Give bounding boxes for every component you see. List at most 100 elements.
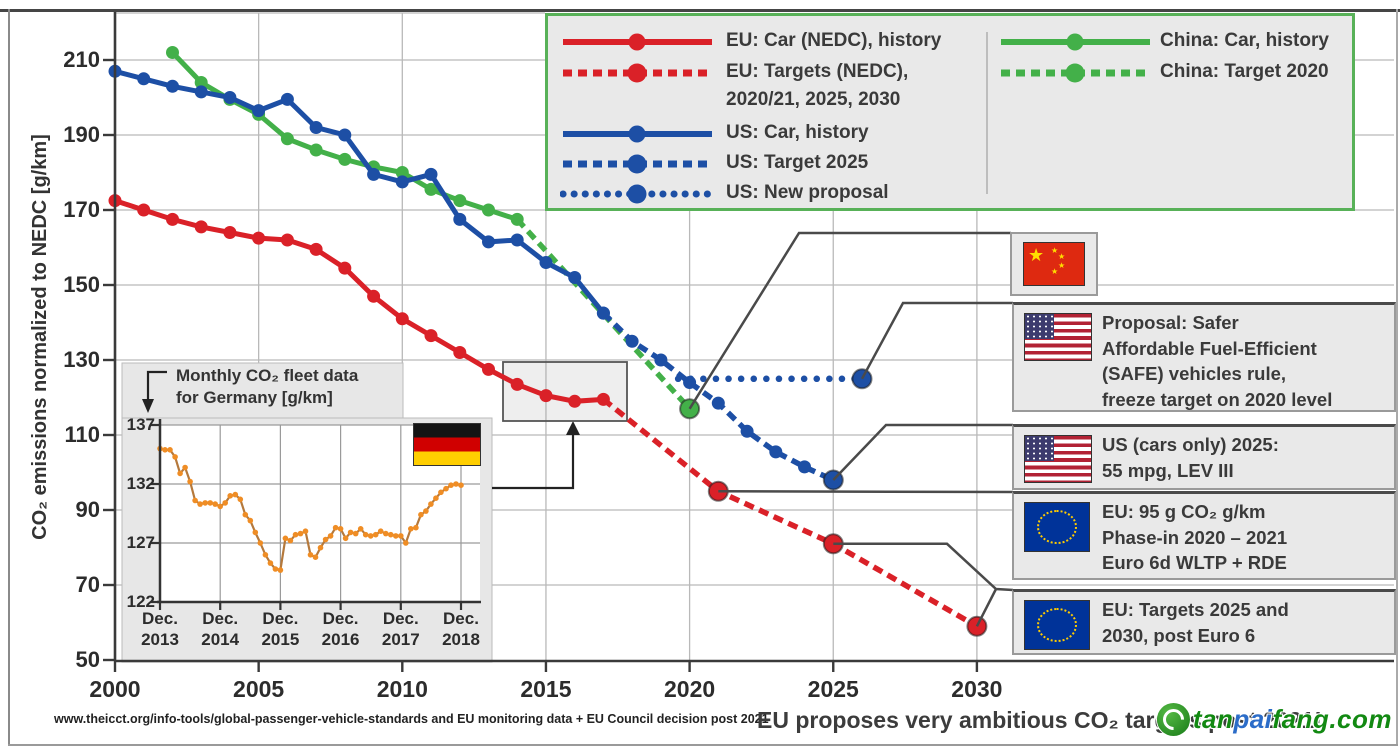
y-tick-label: 150 bbox=[63, 272, 100, 297]
y-tick-label: 170 bbox=[63, 197, 100, 222]
annotation-text: Proposal: Safer Affordable Fuel-Efficient… bbox=[1102, 312, 1333, 410]
x-tick-label: 2030 bbox=[951, 676, 1003, 702]
legend-swatch-red-dashed bbox=[563, 63, 712, 83]
legend-swatch-green-solid bbox=[1001, 33, 1150, 51]
inset-y-tick-label: 132 bbox=[126, 474, 155, 493]
inset-x-tick-label: Dec. 2014 bbox=[201, 609, 240, 649]
legend-swatch-green-dashed bbox=[1001, 63, 1150, 83]
china-flag: ★ ★ ★ ★ ★ bbox=[1023, 242, 1085, 286]
zoom-highlight-rect bbox=[502, 361, 628, 422]
x-tick-label: 2015 bbox=[520, 676, 572, 702]
x-tick-label: 2000 bbox=[89, 676, 141, 702]
eu-flag bbox=[1024, 600, 1090, 650]
annotation-connector bbox=[718, 490, 1014, 494]
inset-x-tick-label: Dec. 2015 bbox=[261, 609, 300, 649]
annotation-connector bbox=[688, 231, 1011, 410]
legend-item-red-dashed: EU: Targets (NEDC), 2020/21, 2025, 2030 bbox=[560, 59, 990, 110]
y-tick-label: 130 bbox=[63, 347, 100, 372]
tanpaifang-logo-icon bbox=[1156, 703, 1190, 736]
legend-line-sample bbox=[559, 181, 716, 212]
us-flag bbox=[1024, 435, 1092, 483]
legend-item-label: US: New proposal bbox=[726, 182, 889, 203]
series-us-target-2025 bbox=[601, 311, 835, 483]
inset-x-tick-label: Dec. 2018 bbox=[442, 609, 480, 649]
annotation-connector bbox=[832, 423, 1013, 481]
inset-title-line2: for Germany [g/km] bbox=[176, 388, 333, 407]
inset-x-tick-label: Dec. 2013 bbox=[141, 609, 179, 649]
x-tick-label: 2020 bbox=[664, 676, 716, 702]
y-axis-title: CO₂ emissions normalized to NEDC [g/km] bbox=[29, 134, 51, 540]
annotation-text: US (cars only) 2025: 55 mpg, LEV III bbox=[1102, 434, 1279, 481]
legend-item-label-line2: 2020/21, 2025, 2030 bbox=[726, 89, 901, 110]
eu-flag bbox=[1024, 502, 1090, 552]
legend-swatch-blue-dotted bbox=[559, 184, 716, 204]
x-tick-label: 2005 bbox=[233, 676, 285, 702]
legend-divider bbox=[986, 32, 988, 194]
annotation-connector bbox=[833, 542, 1014, 592]
legend-item-label: China: Target 2020 bbox=[1160, 61, 1329, 82]
annotation-text: EU: 95 g CO₂ g/km Phase-in 2020 – 2021 Eur… bbox=[1102, 501, 1288, 573]
legend-item-blue-dashed: US: Target 2025 bbox=[560, 150, 990, 178]
legend-item-red-solid: EU: Car (NEDC), history bbox=[560, 28, 990, 56]
inset-x-tick-label: Dec. 2016 bbox=[321, 609, 360, 649]
frame-right bbox=[1396, 9, 1398, 746]
legend-item-green-dashed: China: Target 2020 bbox=[998, 59, 1400, 87]
legend-line-sample bbox=[560, 29, 715, 60]
legend-line-sample bbox=[998, 60, 1153, 91]
inset-y-tick-label: 122 bbox=[126, 592, 155, 611]
y-tick-label: 90 bbox=[75, 497, 100, 522]
annotation-box-china-target-flag: ★ ★ ★ ★ ★ bbox=[1010, 232, 1098, 296]
legend-item-blue-dotted: US: New proposal bbox=[559, 180, 990, 208]
annotation-box-us-2025: US (cars only) 2025: 55 mpg, LEV III bbox=[1012, 424, 1396, 490]
legend-swatch-blue-dashed bbox=[563, 154, 712, 174]
annotation-connector bbox=[975, 588, 998, 627]
frame-top bbox=[0, 9, 1400, 12]
inset-label-arrow bbox=[146, 370, 167, 401]
germany-flag bbox=[413, 423, 481, 466]
inset-title-line1: Monthly CO₂ fleet data bbox=[176, 366, 359, 385]
legend-item-green-solid: China: Car, history bbox=[998, 28, 1400, 56]
inset-y-tick-label: 137 bbox=[126, 415, 155, 434]
y-tick-label: 50 bbox=[75, 647, 100, 672]
legend-swatch-red-solid bbox=[563, 33, 712, 51]
y-tick-label: 190 bbox=[63, 122, 100, 147]
watermark-text-part: pai bbox=[1233, 704, 1273, 734]
legend-item-label: US: Car, history bbox=[726, 122, 869, 143]
annotation-box-eu-targets: EU: Targets 2025 and 2030, post Euro 6 bbox=[1012, 589, 1396, 655]
inset-y-tick-label: 127 bbox=[126, 533, 155, 552]
watermark-text-part: fang bbox=[1272, 704, 1330, 734]
legend-item-label: US: Target 2025 bbox=[726, 152, 869, 173]
annotation-box-eu-95g: EU: 95 g CO₂ g/km Phase-in 2020 – 2021 Eur… bbox=[1012, 491, 1396, 580]
watermark: tanpaifang.com bbox=[1156, 703, 1392, 736]
watermark-text: tanpaifang.com bbox=[1193, 704, 1392, 735]
y-tick-label: 210 bbox=[63, 47, 100, 72]
inset-x-tick-label: Dec. 2017 bbox=[381, 609, 420, 649]
watermark-text-part: tan bbox=[1192, 704, 1234, 734]
legend-item-blue-solid: US: Car, history bbox=[560, 120, 990, 148]
frame-bottom bbox=[8, 744, 1398, 746]
x-tick-label: 2025 bbox=[807, 676, 859, 702]
legend-line-sample bbox=[560, 121, 715, 152]
series-us-history bbox=[114, 68, 606, 315]
legend-swatch-blue-solid bbox=[563, 125, 712, 143]
x-tick-label: 2010 bbox=[376, 676, 428, 702]
chart-legend: EU: Car (NEDC), history EU: Targets (NEDC… bbox=[545, 13, 1355, 211]
legend-line-sample bbox=[998, 29, 1153, 60]
source-citation: www.theicct.org/info-tools/global-passen… bbox=[54, 712, 769, 726]
y-tick-label: 110 bbox=[64, 422, 101, 447]
inset-label-panel bbox=[121, 362, 404, 419]
legend-item-label: EU: Targets (NEDC), bbox=[726, 61, 909, 82]
zoom-pointer-arrow bbox=[492, 433, 575, 490]
headline-text: EU proposes very ambitious CO₂ targets p… bbox=[757, 707, 1322, 733]
annotation-connector bbox=[860, 301, 1013, 380]
legend-line-sample bbox=[560, 151, 715, 182]
frame-left bbox=[8, 9, 10, 746]
legend-line-sample bbox=[560, 60, 715, 91]
annotation-box-safe-proposal: Proposal: Safer Affordable Fuel-Efficient… bbox=[1012, 302, 1396, 412]
watermark-text-part: .com bbox=[1329, 704, 1392, 734]
legend-item-label: China: Car, history bbox=[1160, 30, 1329, 51]
us-flag bbox=[1024, 313, 1092, 361]
y-tick-label: 70 bbox=[75, 572, 100, 597]
annotation-text: EU: Targets 2025 and 2030, post Euro 6 bbox=[1102, 599, 1289, 646]
legend-item-label: EU: Car (NEDC), history bbox=[726, 30, 942, 51]
